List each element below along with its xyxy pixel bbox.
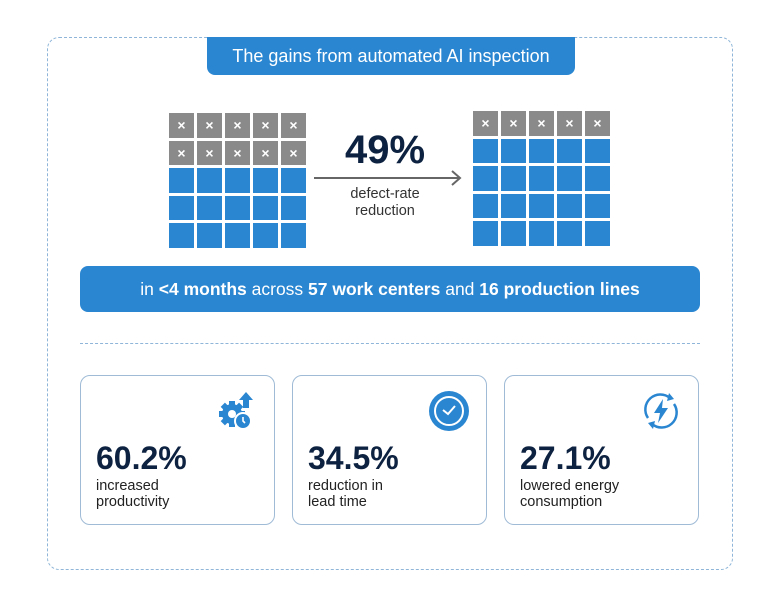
defect-cell: × <box>225 113 250 138</box>
defect-cell: × <box>253 113 278 138</box>
stat-card-energy: 27.1% lowered energy consumption <box>504 375 699 525</box>
good-cell <box>225 223 250 248</box>
good-cell <box>225 195 250 220</box>
good-cell <box>169 195 194 220</box>
good-cell <box>253 195 278 220</box>
defect-cell: × <box>473 111 498 136</box>
headline-value: 49% <box>344 128 426 172</box>
stat-label-line2: productivity <box>96 494 170 510</box>
after-defect-grid: × × × × × <box>473 111 610 246</box>
band-text-segment: <4 months <box>158 278 247 299</box>
defect-cell: × <box>169 113 194 138</box>
divider <box>80 343 700 344</box>
clock-icon <box>429 391 469 431</box>
band-text-segment: in <box>140 278 159 299</box>
defect-cell: × <box>281 140 306 165</box>
defect-cell: × <box>197 140 222 165</box>
energy-cycle-icon <box>644 393 678 429</box>
good-cell <box>473 166 498 191</box>
arrow-right-icon <box>314 170 462 186</box>
defect-cell: × <box>169 140 194 165</box>
band-text-segment: across <box>246 278 309 299</box>
good-cell <box>473 193 498 218</box>
good-cell <box>197 223 222 248</box>
good-cell <box>585 221 610 246</box>
good-cell <box>253 223 278 248</box>
defect-cell: × <box>197 113 222 138</box>
good-cell <box>253 168 278 193</box>
good-cell <box>169 223 194 248</box>
good-cell <box>197 195 222 220</box>
stat-value: 27.1% <box>520 440 611 476</box>
headline-label-line2: reduction <box>355 203 415 219</box>
good-cell <box>197 168 222 193</box>
good-cell <box>585 166 610 191</box>
stat-label: reduction in lead time <box>308 478 383 510</box>
stat-label-line1: increased <box>96 478 159 494</box>
good-cell <box>501 193 526 218</box>
stat-card-productivity: 60.2% increased productivity <box>80 375 275 525</box>
good-cell <box>557 193 582 218</box>
good-cell <box>281 168 306 193</box>
defect-cell: × <box>501 111 526 136</box>
good-cell <box>557 166 582 191</box>
good-cell <box>529 221 554 246</box>
defect-cell: × <box>253 140 278 165</box>
defect-cell: × <box>225 140 250 165</box>
stat-label-line2: consumption <box>520 494 603 510</box>
stat-label: lowered energy consumption <box>520 478 619 510</box>
good-cell <box>529 193 554 218</box>
band-text-segment: 16 production lines <box>479 278 640 299</box>
defect-cell: × <box>557 111 582 136</box>
good-cell <box>585 193 610 218</box>
headline-label-line1: defect-rate <box>350 186 420 202</box>
good-cell <box>501 138 526 163</box>
defect-cell: × <box>281 113 306 138</box>
band-text-segment: 57 work centers <box>308 278 441 299</box>
good-cell <box>501 166 526 191</box>
scope-band: in <4 months across 57 work centers and … <box>80 266 700 312</box>
good-cell <box>501 221 526 246</box>
stat-label: increased productivity <box>96 478 169 510</box>
defect-cell: × <box>585 111 610 136</box>
title-banner: The gains from automated AI inspection <box>207 37 575 75</box>
good-cell <box>281 223 306 248</box>
stat-value: 34.5% <box>308 440 399 476</box>
stat-value: 60.2% <box>96 440 187 476</box>
band-text-segment: and <box>440 278 480 299</box>
defect-cell: × <box>529 111 554 136</box>
good-cell <box>557 138 582 163</box>
stat-label-line1: reduction in <box>308 478 383 494</box>
headline-label: defect-rate reduction <box>315 186 455 220</box>
before-defect-grid: × × × × × × × × × × <box>169 113 306 248</box>
good-cell <box>169 168 194 193</box>
good-cell <box>529 138 554 163</box>
good-cell <box>225 168 250 193</box>
stat-label-line1: lowered energy <box>520 478 620 494</box>
good-cell <box>557 221 582 246</box>
gear-clock-up-arrow-icon <box>219 392 253 430</box>
good-cell <box>281 195 306 220</box>
good-cell <box>473 221 498 246</box>
good-cell <box>473 138 498 163</box>
good-cell <box>529 166 554 191</box>
stat-label-line2: lead time <box>308 494 367 510</box>
stat-card-lead-time: 34.5% reduction in lead time <box>292 375 487 525</box>
good-cell <box>585 138 610 163</box>
